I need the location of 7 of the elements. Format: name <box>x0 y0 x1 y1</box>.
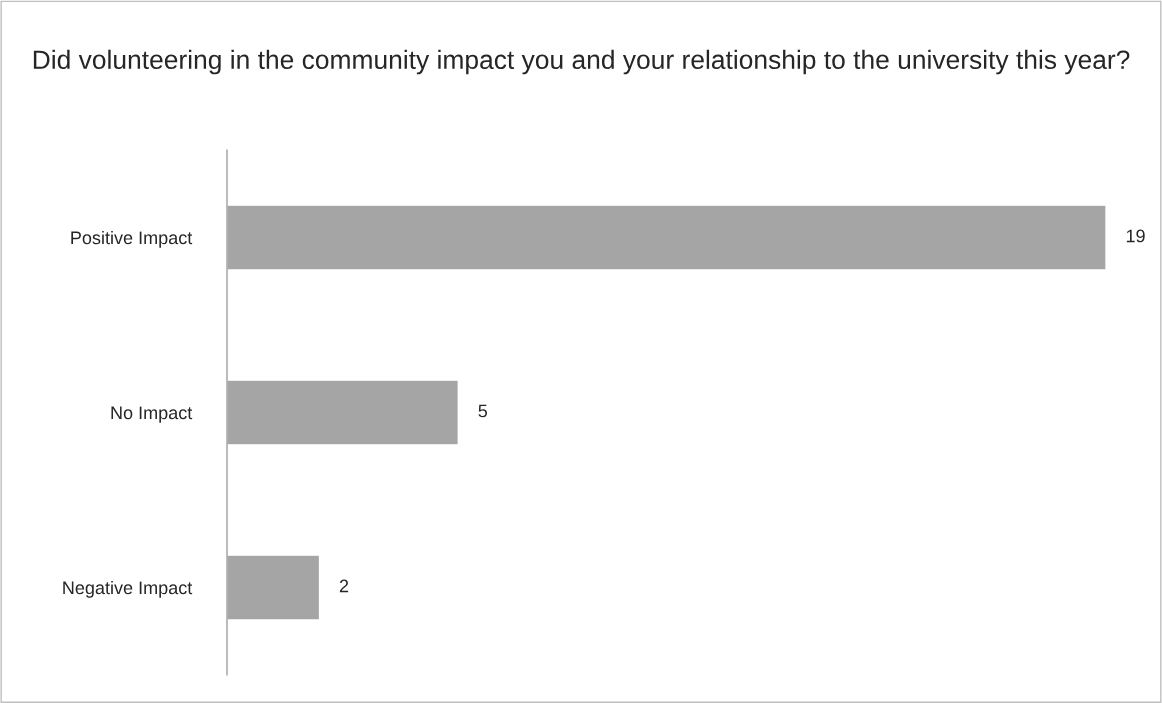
y-tick-label: No Impact <box>111 406 193 423</box>
data-label: 19 <box>1126 229 1145 243</box>
chart-title: Did volunteering in the community impact you and your relationship to the university this year? <box>33 49 1130 75</box>
data-label: 2 <box>339 579 349 593</box>
y-tick-label: Negative Impact <box>63 580 193 598</box>
y-tick-label: Positive Impact <box>71 230 193 248</box>
data-label: 5 <box>478 404 488 418</box>
